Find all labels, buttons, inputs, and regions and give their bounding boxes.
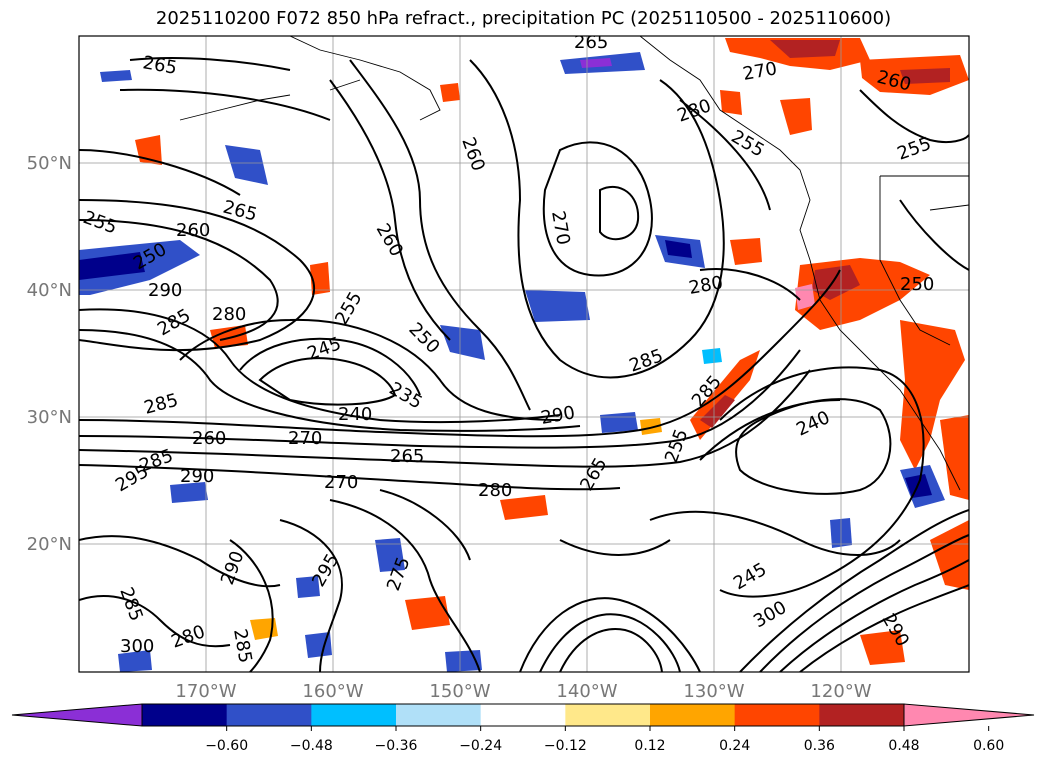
- contour-label: 300: [120, 636, 154, 657]
- colorbar-tick-label: −0.48: [290, 738, 333, 754]
- colorbar-ticks: −0.60 −0.48 −0.36 −0.24 −0.12 0.12 0.24 0.36 0.4…: [205, 726, 1004, 754]
- latitude-labels: 50°N 40°N 30°N 20°N: [27, 153, 72, 555]
- colorbar-tick-label: 0.36: [804, 738, 835, 754]
- colorbar-tick-label: 0.24: [719, 738, 750, 754]
- contour-label: 260: [192, 428, 226, 449]
- colorbar-segment: [565, 704, 651, 726]
- lat-label: 20°N: [27, 534, 72, 555]
- contour-label: 240: [338, 404, 372, 425]
- colorbar-tick-label: −0.36: [375, 738, 418, 754]
- colorbar: [11, 703, 1035, 727]
- colorbar-tick-label: 0.60: [973, 738, 1004, 754]
- lon-label: 160°W: [302, 681, 363, 702]
- contour-label: 260: [176, 220, 210, 241]
- longitude-labels: 170°W 160°W 150°W 140°W 130°W 120°W: [175, 681, 871, 702]
- map-area: 265 260 255 250 290 285 280 265 260 255 …: [79, 32, 969, 672]
- contour-label: 290: [148, 280, 182, 301]
- lon-label: 140°W: [556, 681, 617, 702]
- refractivity-contours: [79, 57, 969, 672]
- colorbar-segment: [734, 704, 820, 726]
- lon-label: 150°W: [429, 681, 490, 702]
- contour-label: 265: [390, 446, 424, 467]
- contour-label: 280: [212, 304, 246, 325]
- colorbar-tick-label: 0.12: [634, 738, 665, 754]
- map-title: 2025110200 F072 850 hPa refract., precip…: [155, 8, 892, 29]
- precipitation-shading: [79, 38, 969, 672]
- map-frame: [78, 35, 970, 673]
- colorbar-segment: [480, 704, 566, 726]
- lon-label: 170°W: [175, 681, 236, 702]
- lat-label: 50°N: [27, 153, 72, 174]
- colorbar-segment: [311, 704, 397, 726]
- lon-label: 120°W: [810, 681, 871, 702]
- colorbar-extend-min: [11, 703, 143, 727]
- lon-label: 130°W: [683, 681, 744, 702]
- contour-label: 290: [180, 466, 214, 487]
- contour-label: 265: [574, 32, 608, 53]
- colorbar-tick-label: −0.60: [205, 738, 248, 754]
- colorbar-segment: [226, 704, 312, 726]
- contour-label: 270: [324, 472, 358, 493]
- colorbar-extend-max: [903, 703, 1035, 727]
- colorbar-segment: [650, 704, 736, 726]
- colorbar-tick-label: −0.12: [544, 738, 587, 754]
- colorbar-tick-label: −0.24: [459, 738, 502, 754]
- colorbar-tick-label: 0.48: [888, 738, 919, 754]
- lat-lon-grid: [79, 36, 969, 672]
- lat-label: 30°N: [27, 407, 72, 428]
- colorbar-segment: [819, 704, 905, 726]
- contour-label: 270: [288, 428, 322, 449]
- colorbar-segment: [396, 704, 482, 726]
- contour-label: 280: [478, 480, 512, 501]
- lat-label: 40°N: [27, 280, 72, 301]
- colorbar-frame: [141, 703, 905, 727]
- colorbar-segment: [142, 704, 228, 726]
- contour-label: 250: [900, 274, 934, 295]
